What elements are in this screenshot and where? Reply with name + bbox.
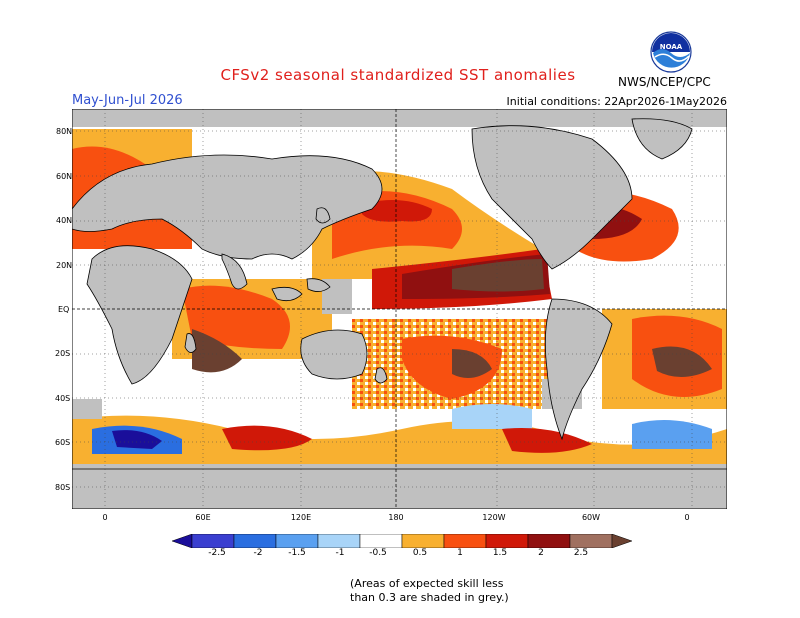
legend-swatch-11 [611,534,632,548]
lon-label-60w: 60W [581,513,601,522]
footnote-line-1: (Areas of expected skill less [350,577,504,590]
legend-label-neg1: -1 [335,548,345,558]
legend-swatch-3 [275,534,319,548]
legend-swatch-4 [317,534,361,548]
legend-swatch-6 [401,534,445,548]
color-legend [172,534,632,548]
legend-swatch-0 [172,534,193,548]
lat-label-40s: 40S [55,394,71,403]
lon-label-180: 180 [388,513,404,522]
sst-anomaly-map [72,109,727,509]
svg-text:NOAA: NOAA [660,43,683,51]
footnote-line-2: than 0.3 are shaded in grey.) [350,591,509,604]
land-masses [72,118,727,509]
lat-label-80n: 80N [56,127,73,136]
lat-label-60n: 60N [56,172,73,181]
title-text: CFSv2 seasonal standardized SST anomalie… [220,66,576,84]
legend-swatch-5 [359,534,403,548]
legend-swatch-9 [527,534,571,548]
season-label: May-Jun-Jul 2026 [72,93,183,108]
legend-label-neg0-5: -0.5 [369,548,387,558]
legend-swatch-10 [569,534,613,548]
lat-label-eq: EQ [58,305,70,314]
lat-label-40n: 40N [56,216,73,225]
legend-label-2: 2 [538,548,544,558]
legend-label-1: 1 [457,548,463,558]
legend-swatch-2 [233,534,277,548]
skill-footnote: (Areas of expected skill less than 0.3 a… [350,577,509,605]
lon-label-0-east: 0 [684,513,690,522]
chart-title: CFSv2 seasonal standardized SST anomalie… [0,66,800,84]
legend-label-neg1-5: -1.5 [288,548,306,558]
legend-swatch-8 [485,534,529,548]
equator-dateline [72,109,727,509]
legend-label-1-5: 1.5 [492,548,508,558]
lon-label-60e: 60E [195,513,211,522]
lat-label-20s: 20S [55,349,71,358]
agency-label: NWS/NCEP/CPC [618,75,711,89]
lat-label-60s: 60S [55,438,71,447]
legend-swatch-1 [191,534,235,548]
legend-label-0-5: 0.5 [412,548,428,558]
lon-label-120e: 120E [290,513,312,522]
legend-label-2-5: 2.5 [573,548,589,558]
initial-conditions-label: Initial conditions: 22Apr2026-1May2026 [506,95,727,108]
lat-label-80s: 80S [55,483,71,492]
lat-label-20n: 20N [56,261,73,270]
lon-label-0: 0 [102,513,108,522]
lon-label-120w: 120W [482,513,506,522]
noaa-logo: NOAA [650,31,692,73]
legend-label-neg2-5: -2.5 [208,548,226,558]
legend-label-neg2: -2 [253,548,263,558]
legend-swatch-7 [443,534,487,548]
